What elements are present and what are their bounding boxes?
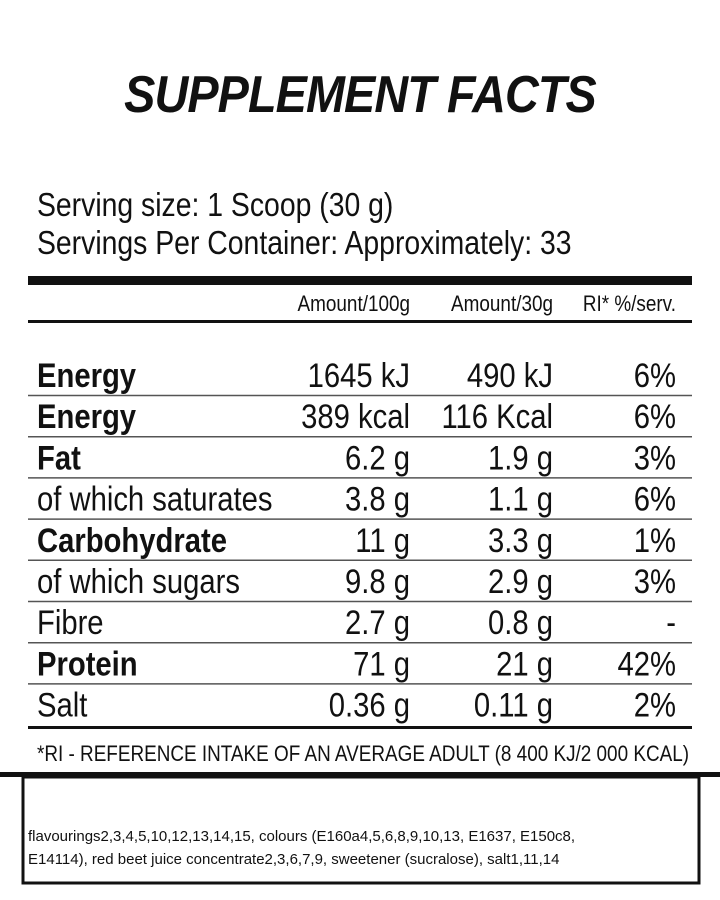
nutrient-value: 2% <box>634 686 676 725</box>
nutrient-name: Energy <box>37 356 136 395</box>
nutrient-value: 0.36 g <box>329 686 410 725</box>
nutrient-value: 6.2 g <box>345 438 410 477</box>
nutrient-name: Salt <box>37 686 88 725</box>
nutrient-value: - <box>666 603 676 642</box>
nutrient-name: Carbohydrate <box>37 521 227 560</box>
nutrient-value: 3% <box>634 562 676 601</box>
nutrient-value: 1.1 g <box>488 480 553 519</box>
nutrient-name: Energy <box>37 397 136 436</box>
nutrient-value: 1% <box>634 521 676 560</box>
nutrient-value: 3.3 g <box>488 521 553 560</box>
nutrient-value: 6% <box>634 480 676 519</box>
nutrient-value: 1645 kJ <box>308 356 410 395</box>
nutrient-value: 3% <box>634 438 676 477</box>
nutrient-value: 389 kcal <box>301 397 410 436</box>
nutrient-value: 490 kJ <box>467 356 553 395</box>
nutrient-value: 11 g <box>355 521 410 560</box>
nutrient-value: 0.11 g <box>474 686 553 725</box>
nutrient-name: of which saturates <box>37 480 273 519</box>
nutrient-value: 1.9 g <box>488 438 553 477</box>
nutrient-value: 0.8 g <box>488 603 553 642</box>
label-body: Serving size: 1 Scoop (30 g)Servings Per… <box>37 186 689 766</box>
nutrient-name: Protein <box>37 644 138 683</box>
nutrient-value: 6% <box>634 356 676 395</box>
column-header: Amount/30g <box>451 292 553 317</box>
table-bottom-rule <box>28 726 692 729</box>
thick-rule <box>28 276 692 285</box>
nutrient-name: of which sugars <box>37 562 240 601</box>
nutrient-value: 21 g <box>496 644 553 683</box>
ingredients-box <box>21 775 701 885</box>
nutrient-name: Fat <box>37 438 81 477</box>
nutrient-name: Fibre <box>37 603 104 642</box>
section-rule <box>0 772 720 777</box>
serving-line: Servings Per Container: Approximately: 3… <box>37 224 572 262</box>
ingredients-line: flavourings2,3,4,5,10,12,13,14,15, colou… <box>28 828 575 845</box>
header-rule <box>28 320 692 323</box>
ingredients-line: E14114), red beet juice concentrate2,3,6… <box>28 851 559 868</box>
nutrient-value: 2.9 g <box>488 562 553 601</box>
nutrient-value: 2.7 g <box>345 603 410 642</box>
column-header: RI* %/serv. <box>583 292 676 317</box>
nutrient-value: 9.8 g <box>345 562 410 601</box>
nutrient-value: 42% <box>618 644 676 683</box>
footnote: *RI - REFERENCE INTAKE OF AN AVERAGE ADU… <box>37 742 689 767</box>
nutrient-value: 116 Kcal <box>441 397 553 436</box>
nutrient-value: 3.8 g <box>345 480 410 519</box>
ingredients: flavourings2,3,4,5,10,12,13,14,15, colou… <box>28 828 575 868</box>
title: SUPPLEMENT FACTS <box>124 66 597 124</box>
nutrient-value: 71 g <box>353 644 410 683</box>
column-header: Amount/100g <box>298 292 410 317</box>
serving-line: Serving size: 1 Scoop (30 g) <box>37 186 393 224</box>
nutrient-value: 6% <box>634 397 676 436</box>
